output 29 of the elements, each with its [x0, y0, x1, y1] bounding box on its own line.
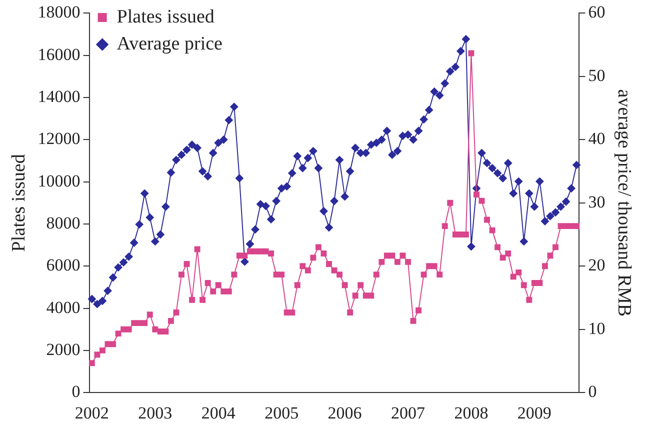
x-tick-label: 2009 — [517, 403, 552, 422]
y2-tick-label: 20 — [588, 256, 606, 275]
y2-tick-label: 0 — [588, 382, 597, 402]
y-tick-label: 2000 — [46, 340, 80, 359]
y2-axis-title: average price/ thousand RMB — [614, 89, 635, 317]
y-tick-label: 12000 — [38, 129, 80, 148]
y2-tick-label: 60 — [588, 2, 606, 22]
x-tick-label: 2005 — [264, 403, 299, 422]
y2-tick-label: 40 — [588, 129, 606, 148]
y2-tick-label: 10 — [588, 318, 606, 338]
y-tick-label: 16000 — [38, 44, 80, 64]
x-tick-label: 2003 — [138, 403, 172, 422]
x-tick-label: 2004 — [201, 403, 236, 422]
x-tick-label: 2007 — [391, 403, 426, 422]
x-tick-label: 2008 — [454, 403, 488, 422]
y-axis-title: Plates issued — [8, 154, 30, 252]
y-tick-label: 10000 — [38, 171, 80, 190]
y2-tick-label: 50 — [588, 66, 606, 85]
legend-label: Plates issued — [116, 6, 215, 28]
x-tick-label: 2006 — [328, 403, 362, 422]
legend-label: Average price — [116, 33, 222, 54]
y-tick-label: 8000 — [46, 213, 80, 232]
y-tick-label: 6000 — [46, 256, 80, 275]
y-tick-label: 0 — [72, 382, 80, 402]
y-tick-label: 18000 — [38, 2, 80, 22]
y-tick-label: 14000 — [38, 86, 80, 106]
x-tick-label: 2002 — [74, 403, 109, 422]
y-tick-label: 4000 — [46, 298, 80, 317]
y2-tick-label: 30 — [588, 192, 606, 212]
